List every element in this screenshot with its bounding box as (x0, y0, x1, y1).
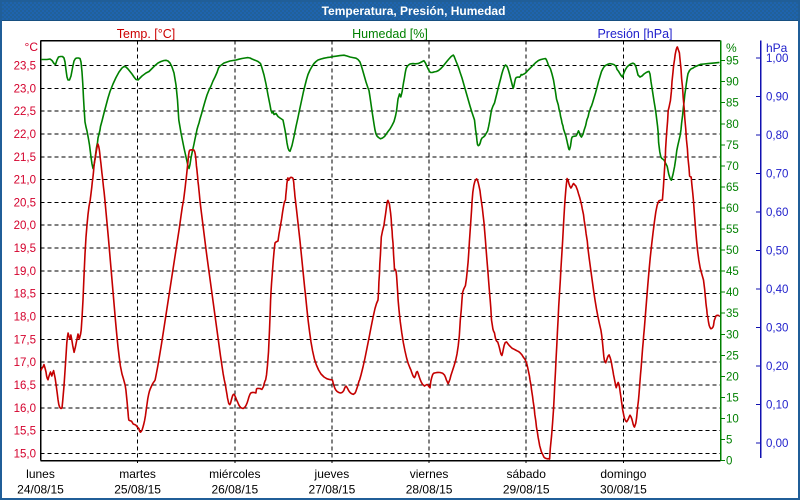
svg-text:19,0: 19,0 (14, 266, 36, 278)
svg-text:0,10: 0,10 (766, 399, 788, 411)
svg-text:25/08/15: 25/08/15 (114, 483, 161, 497)
svg-text:26/08/15: 26/08/15 (211, 483, 258, 497)
svg-text:20,0: 20,0 (14, 220, 36, 232)
svg-text:30: 30 (726, 329, 739, 341)
svg-text:0,70: 0,70 (766, 168, 788, 180)
svg-text:50: 50 (726, 245, 739, 257)
svg-text:20,5: 20,5 (14, 197, 36, 209)
svg-text:0,40: 0,40 (766, 284, 788, 296)
svg-text:lunes: lunes (26, 467, 55, 481)
svg-text:70: 70 (726, 161, 739, 173)
svg-text:viernes: viernes (410, 467, 449, 481)
svg-text:22,5: 22,5 (14, 106, 36, 118)
svg-text:28/08/15: 28/08/15 (406, 483, 453, 497)
svg-text:Temperatura, Presión, Humedad: Temperatura, Presión, Humedad (322, 4, 506, 18)
svg-text:1,00: 1,00 (766, 53, 788, 65)
svg-text:sábado: sábado (507, 467, 547, 481)
svg-text:jueves: jueves (314, 467, 350, 481)
svg-text:30/08/15: 30/08/15 (600, 483, 647, 497)
svg-text:29/08/15: 29/08/15 (503, 483, 550, 497)
svg-text:75: 75 (726, 140, 739, 152)
svg-text:23,5: 23,5 (14, 61, 36, 73)
svg-text:18,0: 18,0 (14, 312, 36, 324)
svg-text:0,80: 0,80 (766, 130, 788, 142)
svg-text:0,00: 0,00 (766, 438, 788, 450)
svg-text:45: 45 (726, 266, 739, 278)
svg-text:0,50: 0,50 (766, 245, 788, 257)
svg-text:65: 65 (726, 182, 739, 194)
svg-text:17,0: 17,0 (14, 357, 36, 369)
svg-text:23,0: 23,0 (14, 83, 36, 95)
svg-text:hPa: hPa (766, 41, 788, 55)
svg-text:40: 40 (726, 287, 739, 299)
svg-text:5: 5 (726, 435, 732, 447)
svg-text:85: 85 (726, 98, 739, 110)
svg-text:Humedad [%]: Humedad [%] (352, 27, 428, 41)
svg-text:24/08/15: 24/08/15 (17, 483, 64, 497)
svg-text:55: 55 (726, 224, 739, 236)
svg-text:Presión [hPa]: Presión [hPa] (597, 27, 672, 41)
svg-text:0,90: 0,90 (766, 92, 788, 104)
svg-text:0,60: 0,60 (766, 207, 788, 219)
svg-text:10: 10 (726, 414, 739, 426)
svg-text:90: 90 (726, 77, 739, 89)
svg-text:95: 95 (726, 56, 739, 68)
svg-text:20: 20 (726, 371, 739, 383)
svg-text:19,5: 19,5 (14, 243, 36, 255)
svg-text:35: 35 (726, 308, 739, 320)
svg-text:%: % (726, 41, 737, 55)
svg-text:17,5: 17,5 (14, 334, 36, 346)
svg-text:80: 80 (726, 119, 739, 131)
svg-text:21,0: 21,0 (14, 175, 36, 187)
svg-text:27/08/15: 27/08/15 (309, 483, 356, 497)
svg-text:miércoles: miércoles (209, 467, 260, 481)
svg-text:15: 15 (726, 392, 739, 404)
svg-text:°C: °C (25, 40, 39, 54)
svg-text:domingo: domingo (600, 467, 646, 481)
svg-text:0,20: 0,20 (766, 361, 788, 373)
svg-text:25: 25 (726, 350, 739, 362)
svg-text:22,0: 22,0 (14, 129, 36, 141)
svg-text:martes: martes (119, 467, 156, 481)
svg-text:15,0: 15,0 (14, 448, 36, 460)
svg-text:0,30: 0,30 (766, 322, 788, 334)
svg-text:0: 0 (726, 456, 732, 468)
svg-text:15,5: 15,5 (14, 426, 36, 438)
svg-text:21,5: 21,5 (14, 152, 36, 164)
svg-text:60: 60 (726, 203, 739, 215)
svg-text:16,5: 16,5 (14, 380, 36, 392)
svg-text:18,5: 18,5 (14, 289, 36, 301)
svg-text:16,0: 16,0 (14, 403, 36, 415)
svg-text:Temp. [°C]: Temp. [°C] (117, 27, 175, 41)
